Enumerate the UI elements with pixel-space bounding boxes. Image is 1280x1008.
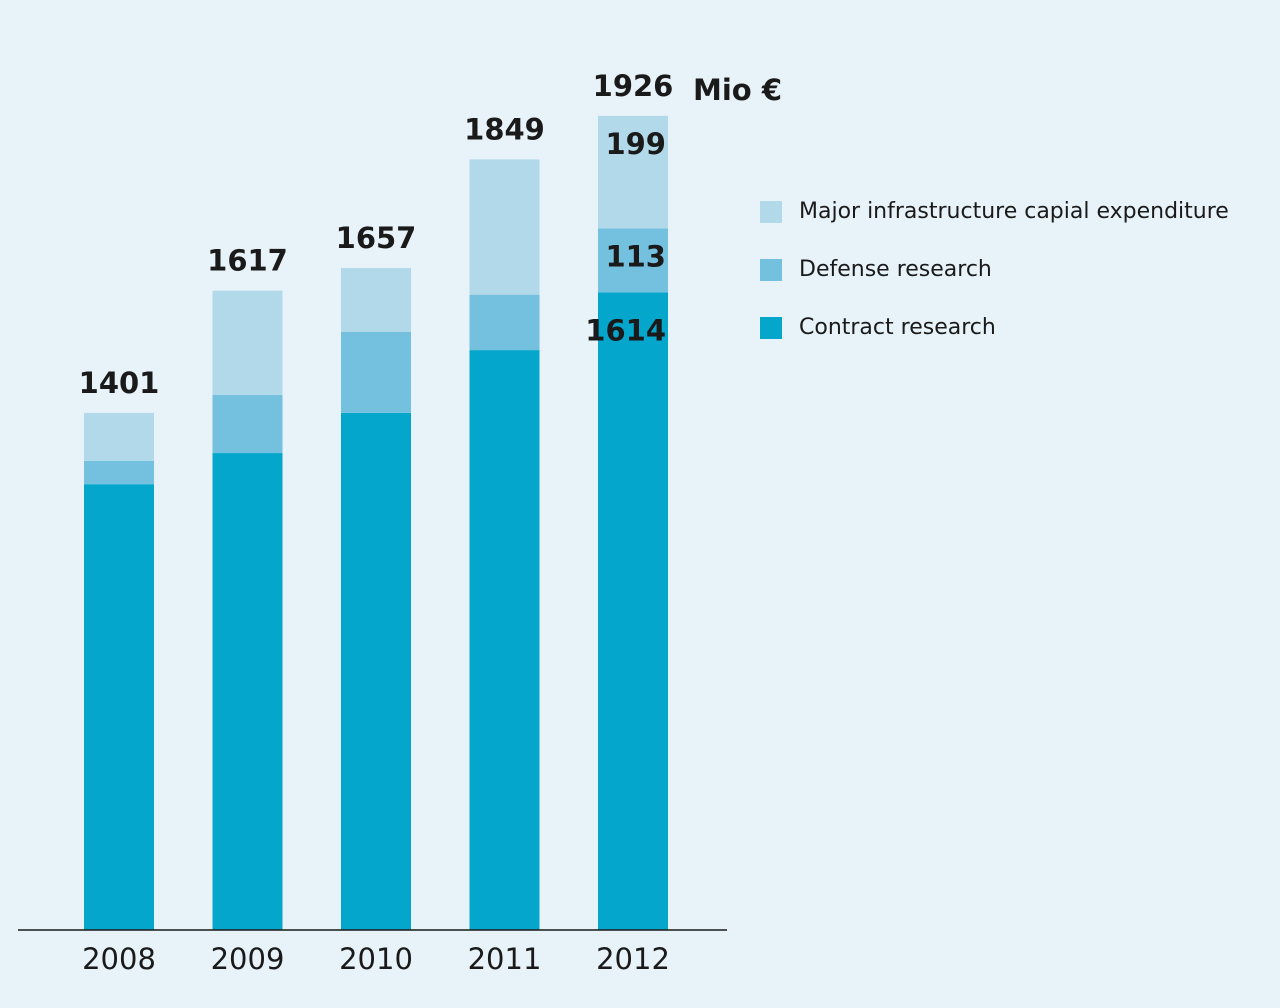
total-label: 1401: [79, 366, 160, 400]
legend-swatch: [760, 317, 782, 339]
total-label: 1926: [593, 69, 674, 103]
bar-segment: [598, 292, 668, 931]
bar-segment: [598, 115, 668, 229]
x-tick-label: 2012: [596, 942, 670, 976]
legend-label: Contract research: [799, 315, 996, 340]
legend-swatch: [760, 201, 782, 223]
bar-segment: [469, 294, 540, 351]
bar-segment: [469, 159, 540, 295]
bar-segment: [469, 350, 540, 930]
value-label: 113: [605, 239, 666, 273]
bar-segment: [84, 412, 154, 461]
value-label: 1614: [585, 313, 666, 347]
x-tick-label: 2009: [211, 942, 285, 976]
bar-segment: [84, 484, 154, 930]
bar-segment: [212, 453, 283, 930]
unit-label: Mio €: [693, 73, 782, 107]
total-label: 1657: [336, 221, 417, 255]
bar-segment: [212, 394, 283, 454]
legend-label: Defense research: [799, 257, 992, 282]
total-label: 1617: [207, 244, 288, 278]
bar-segment: [341, 412, 411, 930]
x-tick-label: 2010: [339, 942, 413, 976]
x-tick-label: 2008: [82, 942, 156, 976]
bar-segment: [212, 290, 283, 395]
bar-segment: [341, 268, 411, 332]
bar-segment: [84, 460, 154, 485]
total-label: 1849: [464, 112, 545, 146]
value-label: 199: [605, 127, 666, 161]
bar-segment: [341, 331, 411, 413]
legend-swatch: [760, 259, 782, 281]
legend-label: Major infrastructure capial expenditure: [799, 199, 1229, 224]
x-tick-label: 2011: [468, 942, 542, 976]
bar-segment: [598, 228, 668, 293]
